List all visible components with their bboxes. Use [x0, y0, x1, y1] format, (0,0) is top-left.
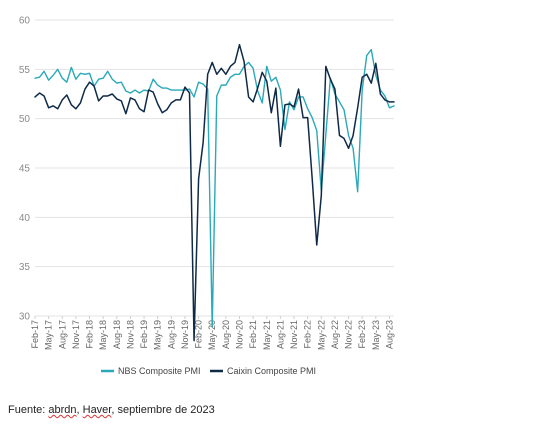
y-tick-label-45: 45 [19, 164, 31, 175]
source-suffix: , septiembre de 2023 [111, 404, 215, 416]
source-haver: Haver [82, 404, 112, 416]
x-tick-label-Aug-17: Aug-17 [57, 320, 67, 349]
source-middle: , [76, 404, 83, 416]
x-tick-label-Nov-19: Nov-19 [180, 320, 190, 349]
series-line-caixin-composite-pmi [34, 43, 395, 342]
x-axis: Feb-17 May-17 Aug-17 Nov-17 Feb-18 May-18 Aug-… [30, 316, 394, 350]
x-tick-label-May-18: May-18 [98, 320, 108, 350]
x-tick-label-May-17: May-17 [44, 320, 54, 350]
grid-lines [35, 19, 394, 317]
series-line-nbs-composite-pmi [34, 48, 395, 328]
x-tick-label-May-19: May-19 [153, 320, 163, 350]
x-tick-label-Aug-19: Aug-19 [166, 320, 176, 349]
x-tick-label-Aug-21: Aug-21 [275, 320, 285, 349]
x-tick-label-May-20: May-20 [207, 320, 217, 350]
y-tick-label-40: 40 [19, 213, 31, 224]
x-tick-label-Feb-19: Feb-19 [139, 320, 149, 349]
x-tick-label-Aug-20: Aug-20 [221, 320, 231, 349]
y-tick-label-30: 30 [19, 312, 31, 323]
source-prefix: Fuente: [8, 404, 49, 416]
series-lines [34, 43, 395, 342]
x-tick-label-Feb-20: Feb-20 [194, 320, 204, 349]
x-tick-label-Feb-18: Feb-18 [85, 320, 95, 349]
legend: NBS Composite PMI Caixin Composite PMI [101, 366, 316, 376]
x-tick-label-Feb-21: Feb-21 [248, 320, 258, 349]
x-tick-label-Feb-23: Feb-23 [357, 320, 367, 349]
source-abrdn: abrdn [48, 404, 77, 416]
x-tick-label-Feb-22: Feb-22 [303, 320, 313, 349]
y-tick-label-55: 55 [19, 65, 31, 76]
x-tick-label-May-22: May-22 [316, 320, 326, 350]
y-tick-label-60: 60 [19, 16, 31, 27]
x-tick-label-May-21: May-21 [262, 320, 272, 350]
x-tick-label-Aug-23: Aug-23 [384, 320, 394, 349]
x-tick-label-May-23: May-23 [371, 320, 381, 350]
y-tick-label-50: 50 [19, 114, 31, 125]
y-tick-label-35: 35 [19, 262, 31, 273]
x-tick-label-Nov-21: Nov-21 [289, 320, 299, 349]
x-tick-label-Nov-22: Nov-22 [344, 320, 354, 349]
x-tick-label-Nov-18: Nov-18 [125, 320, 135, 349]
x-tick-label-Feb-17: Feb-17 [30, 320, 40, 349]
y-axis: 30 35 40 45 50 55 60 [19, 16, 31, 323]
legend-label-caixin-composite-pmi: Caixin Composite PMI [227, 366, 316, 376]
legend-label-nbs-composite-pmi: NBS Composite PMI [118, 366, 201, 376]
source-note: Fuente: abrdn, Haver, septiembre de 2023 [8, 404, 215, 416]
x-tick-label-Nov-20: Nov-20 [234, 320, 244, 349]
x-tick-label-Aug-22: Aug-22 [330, 320, 340, 349]
x-tick-label-Aug-18: Aug-18 [112, 320, 122, 349]
x-tick-label-Nov-17: Nov-17 [71, 320, 81, 349]
